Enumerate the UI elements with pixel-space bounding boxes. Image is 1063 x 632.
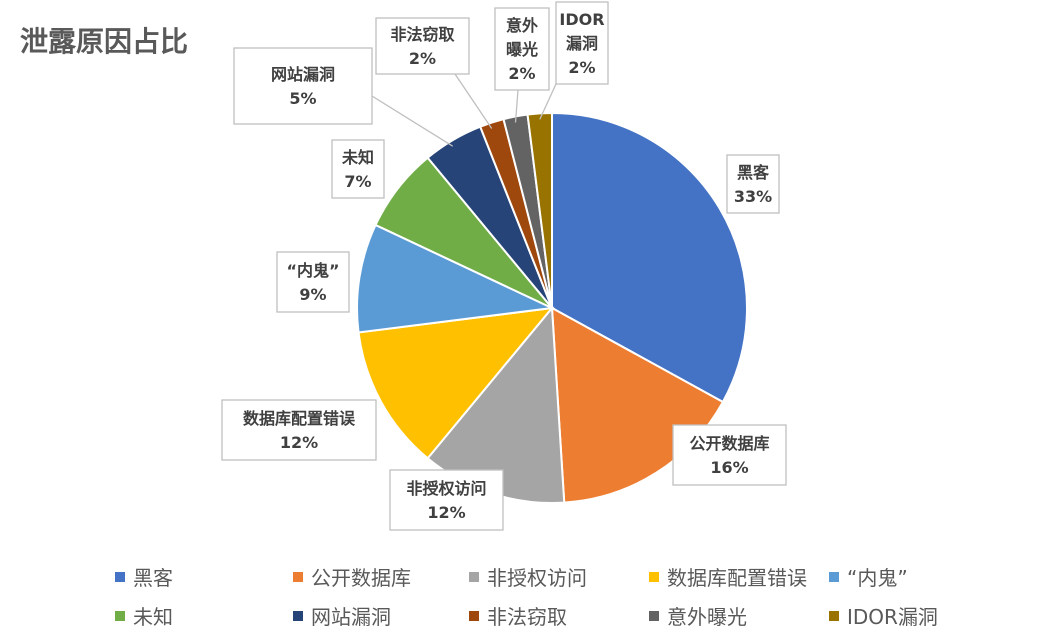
data-labels: 黑客 33% 公开数据库 16% 非授权访问 12% 数据库配置错误 12% “内鬼” 9% 未知 7…	[221, 1, 787, 531]
leader-line-6	[371, 95, 454, 147]
data-label-name-2: 非授权访问	[406, 479, 486, 498]
data-label-box-6	[233, 47, 373, 125]
data-label-box-4	[276, 251, 350, 313]
data-label-value-9: 2%	[568, 58, 595, 77]
leader-line-9	[539, 83, 557, 120]
leader-lines	[371, 73, 557, 147]
data-label-name-7: 非法窃取	[390, 25, 454, 44]
data-label-name-6: 网站漏洞	[271, 65, 335, 84]
data-label-name-0: 黑客	[737, 163, 770, 182]
leader-line-8	[514, 89, 519, 123]
data-label-value-4: 9%	[299, 285, 326, 304]
chart-title: 泄露原因占比	[20, 25, 189, 58]
leader-line-7	[454, 73, 493, 129]
data-label-value-0: 33%	[734, 187, 772, 206]
data-label-name-8: 曝光	[506, 40, 538, 59]
data-label-box-7	[375, 17, 470, 75]
data-label-name-5: 未知	[341, 148, 374, 167]
data-label-value-1: 16%	[710, 458, 748, 477]
pie-slice-9	[526, 111, 553, 309]
data-label-box-8	[494, 7, 550, 91]
data-label-name-8: 意外	[506, 16, 538, 35]
data-label-name-4: “内鬼”	[286, 261, 339, 280]
data-label-value-3: 12%	[280, 433, 318, 452]
pie-slices	[356, 111, 748, 505]
data-label-name-9: 漏洞	[566, 34, 598, 53]
data-label-box-3	[221, 399, 377, 461]
data-label-value-6: 5%	[289, 89, 316, 108]
data-label-value-7: 2%	[409, 49, 436, 68]
data-label-value-8: 2%	[508, 64, 535, 83]
data-label-name-9: IDOR	[559, 10, 604, 29]
data-label-value-5: 7%	[344, 172, 371, 191]
data-label-value-2: 12%	[427, 503, 465, 522]
pie-slice-3	[357, 306, 555, 460]
data-label-box-1	[672, 424, 787, 486]
data-label-box-0	[726, 154, 780, 214]
data-label-box-9	[555, 1, 609, 85]
data-label-name-3: 数据库配置错误	[243, 409, 356, 428]
pie-slice-0	[551, 111, 748, 404]
data-label-box-2	[389, 469, 504, 531]
data-label-name-1: 公开数据库	[689, 434, 769, 453]
pie-slice-4	[356, 223, 556, 334]
data-label-box-5	[331, 139, 385, 199]
